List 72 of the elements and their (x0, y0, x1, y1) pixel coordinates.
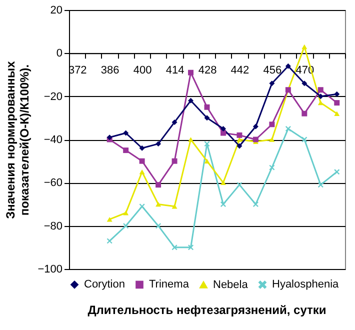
point (172, 204, 178, 209)
point (220, 126, 226, 132)
point (204, 158, 210, 164)
x-tick-label: 414 (166, 64, 184, 77)
point (123, 210, 129, 216)
point (334, 169, 340, 175)
point (156, 141, 162, 147)
point (334, 100, 340, 106)
point (285, 126, 291, 132)
y-tick-label: −80 (44, 220, 62, 232)
point (302, 80, 308, 86)
point (123, 130, 129, 136)
x-tick-label: 442 (230, 64, 250, 77)
point (106, 238, 112, 244)
point (139, 145, 145, 151)
point (204, 141, 210, 147)
point (188, 70, 194, 76)
point (269, 122, 275, 128)
point (188, 98, 194, 104)
point (220, 180, 226, 186)
point (139, 170, 145, 174)
point (318, 182, 324, 188)
point (156, 182, 162, 188)
point (156, 202, 162, 207)
x-tick-label: 428 (198, 64, 217, 77)
point (302, 110, 308, 116)
point (252, 136, 258, 142)
legend-label: Corytion (84, 278, 125, 291)
y-tick-label: −100 (38, 264, 62, 276)
y-tick-label: 0 (56, 48, 62, 60)
point (139, 158, 145, 164)
point (318, 100, 324, 106)
point (204, 104, 210, 110)
x-tick-label: 386 (100, 64, 120, 77)
point (220, 202, 226, 207)
point (172, 244, 178, 250)
point (252, 124, 258, 130)
point (172, 158, 178, 164)
point (236, 137, 242, 142)
point (123, 223, 129, 229)
legend-label: Trinema (149, 278, 190, 291)
legend-label: Nebela (213, 278, 249, 291)
y-tick-label: −60 (44, 177, 62, 190)
point (318, 94, 324, 100)
x-axis-title: Длительность нефтезагрязнений, сутки (88, 303, 326, 317)
point (318, 87, 324, 93)
point (156, 223, 162, 229)
point (204, 115, 210, 121)
point (252, 202, 258, 207)
y-tick-label: −20 (44, 90, 62, 103)
point (220, 130, 226, 136)
y-tick-label: 20 (50, 4, 62, 16)
x-tick-label: 400 (133, 64, 152, 77)
x-tick-label: 456 (263, 64, 282, 77)
point (106, 216, 112, 222)
point (269, 80, 275, 86)
point (236, 143, 242, 149)
point (269, 164, 275, 170)
point (188, 244, 194, 250)
point (302, 136, 308, 142)
point (269, 137, 275, 142)
point (236, 132, 242, 138)
point (172, 119, 178, 125)
point (188, 137, 194, 142)
point (334, 91, 340, 97)
y-tick-label: −40 (44, 134, 62, 146)
point (285, 63, 291, 69)
point (302, 44, 308, 50)
y-axis-title: Значения нормированных показателей(О-К)/К100%). (4, 60, 32, 219)
point (334, 111, 340, 116)
point (123, 148, 129, 154)
legend-label: Hyalosphenia (272, 278, 340, 291)
